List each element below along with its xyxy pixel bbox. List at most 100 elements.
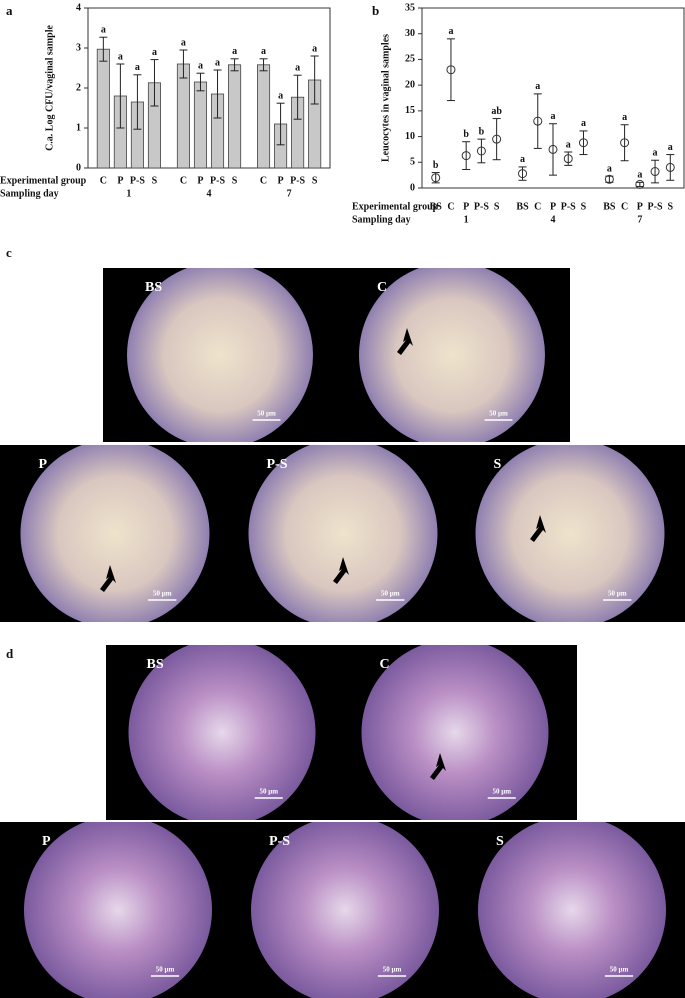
image-label: S	[494, 457, 502, 472]
image-label: BS	[145, 280, 162, 295]
x-tick-label: S	[581, 201, 587, 212]
point	[604, 174, 614, 184]
scale-label: 50 µm	[259, 788, 278, 796]
image-label: S	[496, 834, 504, 849]
group-label: 7	[637, 214, 642, 225]
scale-label: 50 µm	[492, 788, 511, 796]
significance-letter: a	[181, 37, 186, 48]
significance-letter: a	[607, 163, 612, 174]
point	[548, 144, 558, 154]
y-tick-label: 35	[405, 2, 415, 13]
scale-label: 50 µm	[489, 410, 508, 418]
y-tick-label: 30	[405, 28, 415, 39]
group-label: 1	[126, 188, 131, 199]
x-axis-label: Experimental group	[0, 175, 87, 186]
micrograph-field	[251, 822, 439, 998]
y-tick-label: 0	[76, 162, 81, 173]
significance-letter: a	[551, 111, 556, 122]
scale-label: 50 µm	[383, 966, 402, 974]
group-label: 7	[287, 188, 292, 199]
significance-letter: a	[448, 26, 453, 37]
micrograph-field	[248, 445, 438, 622]
micrograph-field	[24, 822, 212, 998]
x-tick-label: S	[152, 175, 158, 186]
y-tick-label: 4	[76, 2, 81, 13]
significance-letter: a	[101, 24, 106, 35]
plot-frame	[421, 7, 685, 189]
y-tick-label: 2	[76, 82, 81, 93]
micrograph: P 50 µm	[20, 445, 210, 622]
x-tick-label: P-S	[210, 175, 225, 186]
y-tick-label: 10	[405, 131, 415, 142]
panel-label: c	[6, 245, 12, 260]
arrow	[100, 565, 116, 592]
micrograph: P 50 µm	[24, 822, 212, 998]
point	[563, 154, 573, 164]
y-tick-label: 15	[405, 105, 415, 116]
arrow	[397, 328, 413, 355]
x-tick-label: P	[463, 201, 469, 212]
group-axis-label: Sampling day	[352, 214, 411, 225]
image-label: P-S	[269, 834, 290, 849]
y-tick-label: 20	[405, 79, 415, 90]
micrograph: S 50 µm	[478, 822, 666, 998]
micrograph-field	[478, 822, 666, 998]
micrograph-field	[20, 445, 210, 622]
x-tick-label: C	[621, 201, 628, 212]
image-label: C	[380, 657, 390, 672]
group-axis-label: Sampling day	[0, 188, 59, 199]
point	[650, 167, 660, 177]
image-label: P-S	[267, 457, 288, 472]
scale-label: 50 µm	[153, 590, 172, 598]
x-tick-label: S	[668, 201, 674, 212]
micrograph: S 50 µm	[475, 445, 665, 622]
micrograph: BS 50 µm	[127, 268, 313, 442]
significance-letter: ab	[491, 106, 502, 117]
x-tick-label: P-S	[130, 175, 145, 186]
x-tick-label: C	[260, 175, 267, 186]
significance-letter: a	[566, 139, 571, 150]
bar	[176, 63, 190, 169]
scale-label: 50 µm	[610, 966, 629, 974]
scale-label: 50 µm	[381, 590, 400, 598]
x-tick-label: BS	[430, 201, 443, 212]
significance-letter: b	[479, 126, 485, 137]
point	[620, 138, 630, 148]
x-tick-label: C	[100, 175, 107, 186]
y-axis-label: C.a. Log CFU/vaginal sample	[44, 25, 55, 151]
micrograph-field	[128, 645, 316, 820]
x-tick-label: S	[312, 175, 318, 186]
micrograph: C 50 µm	[359, 268, 545, 442]
micrograph-field	[359, 268, 545, 442]
panel-label: a	[6, 3, 13, 18]
image-label: P	[42, 834, 51, 849]
x-tick-label: P	[550, 201, 556, 212]
image-label: C	[377, 280, 387, 295]
x-tick-label: P-S	[648, 201, 663, 212]
arrow	[430, 753, 446, 780]
arrow	[530, 515, 546, 542]
y-tick-label: 1	[76, 122, 81, 133]
x-tick-label: S	[494, 201, 500, 212]
micrograph: C 50 µm	[361, 645, 549, 820]
significance-letter: a	[581, 118, 586, 129]
x-tick-label: C	[447, 201, 454, 212]
y-tick-label: 25	[405, 54, 415, 65]
x-tick-label: C	[180, 175, 187, 186]
significance-letter: a	[232, 46, 237, 57]
significance-letter: a	[118, 51, 123, 62]
point	[578, 138, 588, 148]
x-tick-label: BS	[516, 201, 529, 212]
significance-letter: a	[198, 60, 203, 71]
point	[635, 179, 645, 189]
significance-letter: a	[312, 43, 317, 54]
significance-letter: a	[261, 46, 266, 57]
y-tick-label: 0	[410, 182, 415, 193]
x-tick-label: S	[232, 175, 238, 186]
significance-letter: a	[215, 57, 220, 68]
point	[431, 173, 441, 183]
point	[446, 65, 456, 75]
point	[665, 162, 675, 172]
y-tick-label: 5	[410, 157, 415, 168]
micrograph: P-S 50 µm	[251, 822, 439, 998]
